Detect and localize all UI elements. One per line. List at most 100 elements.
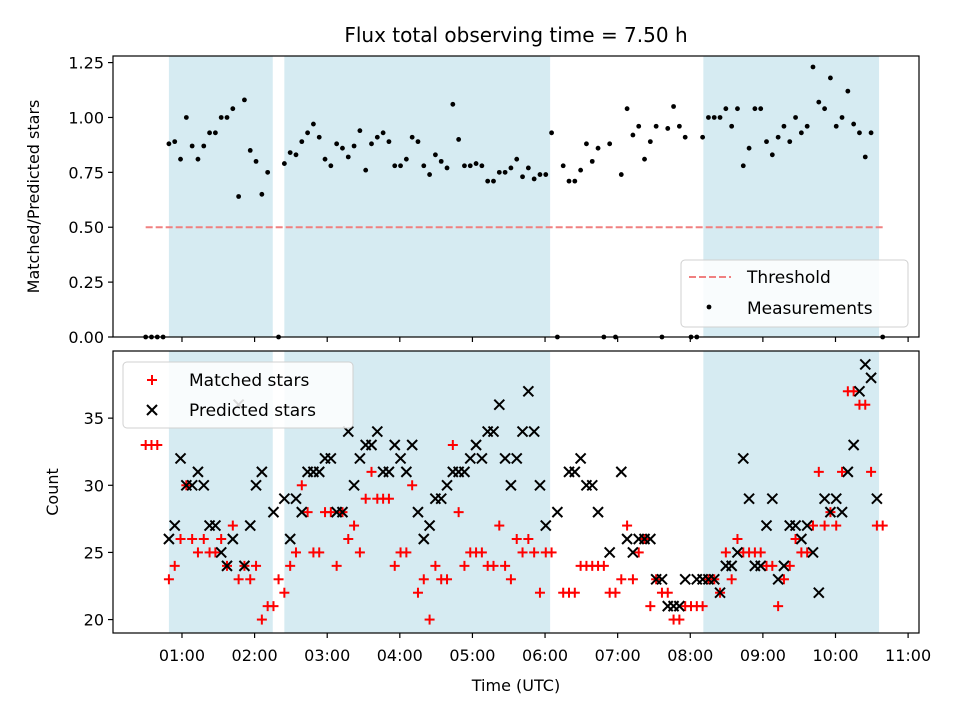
- point-predicted-stars-15: [250, 479, 262, 491]
- point-measurements-23: [281, 161, 287, 166]
- point-predicted-stars-70: [592, 506, 604, 518]
- point-predicted-stars-0: [163, 533, 175, 545]
- point-measurements-108: [775, 134, 781, 140]
- point-predicted-stars-14: [244, 519, 256, 532]
- point-measurements-41: [386, 139, 392, 145]
- point-matched-stars-106: [767, 560, 778, 571]
- point-predicted-stars-95: [754, 560, 767, 572]
- point-predicted-stars-21: [296, 506, 308, 518]
- y-axis-label: Count: [43, 468, 62, 516]
- point-measurements-19: [253, 158, 259, 164]
- point-measurements-28: [311, 121, 316, 127]
- point-predicted-stars-11: [227, 533, 239, 545]
- point-measurements-44: [403, 156, 409, 162]
- point-predicted-stars-109: [836, 506, 848, 518]
- point-predicted-stars-19: [284, 533, 296, 545]
- point-matched-stars-26: [296, 480, 307, 491]
- point-matched-stars-117: [831, 520, 842, 531]
- point-matched-stars-42: [389, 560, 400, 571]
- xtick-label: 05:00: [449, 646, 495, 665]
- point-predicted-stars-54: [487, 425, 500, 438]
- point-predicted-stars-2: [174, 452, 187, 465]
- point-measurements-98: [717, 115, 723, 120]
- point-predicted-stars-40: [406, 439, 418, 451]
- point-predicted-stars-9: [215, 546, 227, 559]
- point-measurements-119: [839, 115, 845, 120]
- point-predicted-stars-30: [348, 479, 360, 491]
- point-matched-stars-15: [233, 574, 244, 585]
- point-measurements-72: [566, 178, 572, 184]
- point-measurements-109: [781, 123, 787, 129]
- xtick-label: 02:00: [232, 646, 278, 665]
- point-predicted-stars-34: [371, 425, 384, 438]
- ytick-label: 1.00: [68, 108, 104, 127]
- point-matched-stars-47: [418, 574, 429, 585]
- point-measurements-21: [265, 169, 271, 175]
- point-measurements-15: [230, 106, 236, 112]
- xtick-label: 07:00: [595, 646, 641, 665]
- point-matched-stars-113: [807, 520, 818, 531]
- point-measurements-118: [833, 123, 839, 129]
- point-measurements-68: [543, 172, 549, 177]
- xtick-label: 10:00: [812, 646, 858, 665]
- point-predicted-stars-97: [766, 493, 779, 505]
- legend-threshold-label: Threshold: [746, 268, 831, 288]
- point-matched-stars-2: [152, 440, 163, 450]
- point-measurements-91: [676, 123, 682, 129]
- point-matched-stars-112: [802, 547, 813, 558]
- point-measurements-75: [584, 141, 589, 147]
- point-measurements-105: [758, 106, 764, 112]
- point-measurements-101: [735, 106, 740, 112]
- point-measurements-77: [595, 145, 601, 151]
- point-predicted-stars-87: [708, 573, 720, 585]
- legend-matched-label: Matched stars: [189, 371, 309, 391]
- point-predicted-stars-45: [435, 493, 447, 505]
- point-predicted-stars-99: [778, 560, 790, 572]
- point-predicted-stars-90: [725, 560, 738, 572]
- point-matched-stars-34: [343, 534, 354, 544]
- point-matched-stars-66: [529, 547, 540, 558]
- point-measurements-121: [851, 121, 857, 127]
- point-measurements-5: [172, 139, 178, 145]
- point-measurements-106: [764, 139, 769, 145]
- point-predicted-stars-6: [198, 479, 210, 491]
- point-matched-stars-4: [169, 560, 180, 571]
- point-predicted-stars-73: [621, 533, 633, 545]
- point-predicted-stars-41: [412, 506, 424, 518]
- axes-frame-0: [112, 55, 920, 338]
- point-predicted-stars-4: [186, 479, 198, 491]
- point-measurements-66: [531, 176, 537, 182]
- point-predicted-stars-46: [441, 479, 453, 491]
- point-measurements-114: [810, 64, 816, 70]
- point-matched-stars-67: [534, 587, 545, 598]
- point-predicted-stars-24: [313, 466, 325, 478]
- point-predicted-stars-51: [470, 439, 482, 451]
- point-matched-stars-108: [778, 574, 789, 585]
- point-matched-stars-36: [354, 547, 365, 558]
- shaded-interval-1-2: [703, 351, 880, 633]
- point-measurements-82: [624, 106, 630, 112]
- point-predicted-stars-64: [551, 506, 564, 518]
- point-measurements-53: [456, 137, 462, 142]
- point-matched-stars-118: [837, 466, 848, 477]
- point-matched-stars-17: [245, 574, 256, 585]
- point-measurements-67: [537, 172, 543, 177]
- point-matched-stars-11: [210, 547, 221, 558]
- ytick-label: 0.75: [68, 163, 104, 182]
- point-matched-stars-60: [494, 520, 505, 531]
- point-predicted-stars-50: [464, 452, 476, 465]
- point-predicted-stars-71: [603, 546, 616, 559]
- point-measurements-38: [369, 141, 374, 147]
- point-predicted-stars-105: [813, 587, 825, 599]
- point-matched-stars-5: [175, 534, 186, 544]
- point-measurements-50: [438, 158, 444, 164]
- shaded-interval-0-1: [284, 56, 551, 337]
- point-predicted-stars-13: [238, 560, 251, 572]
- point-measurements-112: [798, 130, 804, 136]
- point-measurements-20: [259, 191, 265, 197]
- point-measurements-60: [496, 169, 502, 175]
- legend-predicted-label: Predicted stars: [189, 401, 316, 421]
- point-matched-stars-98: [720, 547, 731, 558]
- text-labels: 0.00 0.25 0.50 0.75 1.00 1.25 Matched/Predicte…: [24, 23, 931, 695]
- point-measurements-117: [828, 75, 833, 81]
